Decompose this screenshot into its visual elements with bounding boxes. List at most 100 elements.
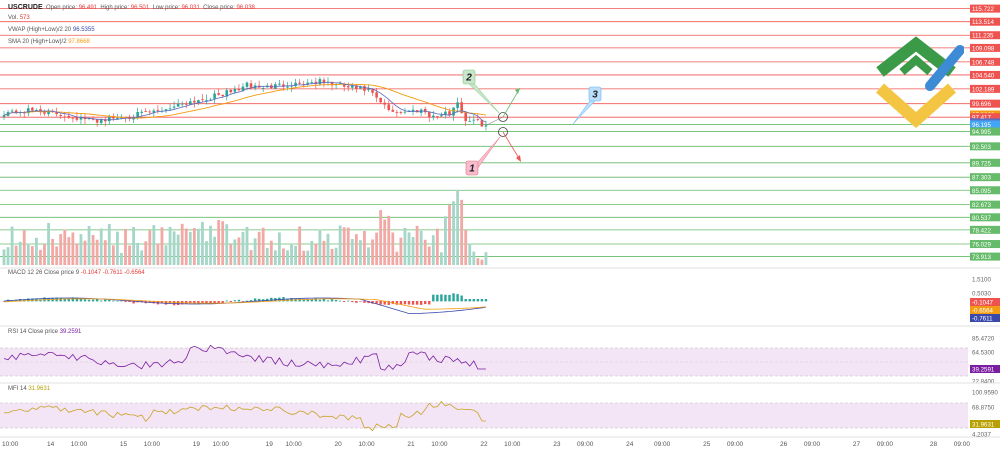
candle-body [176,103,180,107]
price-axis-tag [970,225,1000,234]
volume-bar [278,232,281,265]
macd-histogram-bar [480,299,484,302]
time-axis-label: 09:00 [577,441,594,448]
macd-axis-label: -0.6564 [972,308,994,315]
candle-body [399,112,403,113]
candle-body [27,108,30,114]
candle-body [391,109,395,112]
macd-histogram-bar [334,300,338,302]
candle-body [383,102,386,105]
volume-bar [314,243,318,265]
volume-bar [43,243,46,265]
candle-body [338,83,342,85]
brand-logo [876,36,964,129]
volume-bar [435,228,439,265]
candle-body [205,99,208,101]
price-axis-label: 97.417 [972,115,991,122]
volume-bar [338,225,342,265]
time-axis-label: 25 [703,441,711,448]
volume-bar [201,221,204,265]
volume-bar [22,230,26,265]
price-axis-label: 76.029 [972,242,991,249]
volume-bar [172,231,176,265]
candle-body [180,103,184,105]
time-axis-label: 10:00 [285,441,302,448]
macd-histogram-bar [225,300,228,302]
candle-body [241,86,245,91]
volume-bar [423,239,427,265]
candle-body [193,100,196,103]
candle-body [294,82,297,87]
price-axis-tag [970,43,1000,52]
candle-body [270,85,273,89]
macd-histogram-bar [237,299,241,302]
macd-histogram-bar [464,299,467,302]
time-axis-label: 14 [47,441,55,448]
macd-histogram-bar [87,299,91,302]
volume-bar [10,226,14,265]
candle-body [387,104,391,110]
volume-bar [6,247,10,265]
volume-bar [375,232,378,265]
volume-bar [269,240,273,265]
volume-group [2,189,488,265]
volume-bar [205,241,208,265]
price-axis-label: 99.696 [972,101,991,108]
candle-body [140,111,143,113]
volume-bar [156,243,160,265]
candle-body [221,94,224,97]
candle-body [128,118,131,119]
price-axis-tag [970,57,1000,66]
candle-body [310,82,314,83]
volume-bar [395,251,399,265]
volume-bar [164,245,168,265]
volume-bar [257,231,261,265]
macd-histogram-bar [164,301,168,305]
volume-bar [30,246,34,265]
macd-group [2,293,488,306]
candle-body [318,79,322,85]
macd-histogram-bar [375,301,378,304]
volume-bar [480,259,484,265]
volume-bar [484,252,488,265]
macd-histogram-bar [132,301,135,304]
candle-body [468,120,472,122]
candle-body [144,110,148,112]
macd-histogram-bar [383,301,386,305]
volume-bar [464,229,468,265]
mfi-axis-tag [970,420,1000,428]
rsi-axis-label: 85.4720 [972,336,995,343]
macd-histogram-bar [104,299,107,302]
candle-body [59,115,62,116]
volume-bar [192,228,196,265]
time-axis-label: 19 [266,441,274,448]
volume-bar [91,234,95,265]
volume-bar [371,239,374,265]
volume-bar [261,227,265,265]
macd-histogram-bar [484,299,488,302]
candle-body [440,115,443,117]
candle-body [423,108,427,113]
volume-bar [468,243,472,265]
time-axis-label: 10:00 [358,441,375,448]
annotation-2-label: 2 [465,73,472,84]
candle-body [99,119,103,124]
price-axis-label: 113.514 [972,19,994,26]
volume-bar [180,223,184,265]
volume-bar [472,251,476,265]
forecast-arrowhead-up [515,88,520,94]
candle-body [209,99,212,101]
volume-bar [103,240,107,265]
volume-bar [403,227,407,265]
price-axis-tag [970,200,1000,209]
volume-bar [39,249,42,265]
volume-bar [476,258,480,265]
sma-legend: SMA 20 (High+Low)/2 97.8668 [8,39,90,45]
macd-histogram-bar [424,301,427,305]
candle-body [302,83,305,85]
macd-histogram-bar [363,301,366,303]
logo-blue-stroke [925,45,964,91]
volume-bar [55,246,59,265]
macd-histogram-bar [448,294,451,302]
